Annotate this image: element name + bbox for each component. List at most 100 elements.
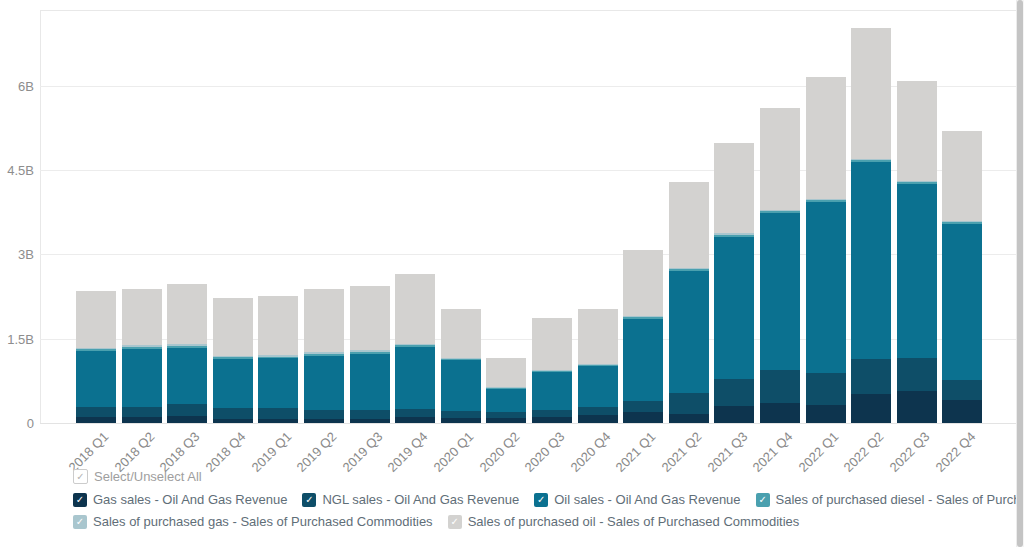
bar-segment[interactable]	[714, 237, 754, 379]
bar-segment[interactable]	[942, 224, 982, 380]
checkbox-icon[interactable]: ✓	[73, 493, 87, 507]
bar-2018-q4[interactable]	[213, 298, 253, 423]
bar-segment[interactable]	[623, 319, 663, 401]
bar-segment[interactable]	[806, 373, 846, 405]
bar-segment[interactable]	[167, 348, 207, 405]
checkbox-icon[interactable]: ✓	[73, 515, 87, 529]
bar-2021-q3[interactable]	[714, 143, 754, 423]
bar-segment[interactable]	[760, 403, 800, 423]
bar-segment[interactable]	[806, 77, 846, 199]
bar-segment[interactable]	[897, 358, 937, 391]
bar-segment[interactable]	[441, 309, 481, 358]
bar-segment[interactable]	[714, 406, 754, 423]
bar-segment[interactable]	[760, 370, 800, 403]
bar-segment[interactable]	[350, 286, 390, 351]
bar-2020-q1[interactable]	[441, 309, 481, 423]
bar-2020-q4[interactable]	[578, 309, 618, 423]
bar-segment[interactable]	[942, 380, 982, 400]
bar-2018-q2[interactable]	[122, 289, 162, 423]
bar-segment[interactable]	[578, 407, 618, 415]
bar-segment[interactable]	[806, 202, 846, 373]
bar-segment[interactable]	[760, 108, 800, 210]
bar-segment[interactable]	[350, 354, 390, 410]
bar-segment[interactable]	[578, 309, 618, 364]
bar-2021-q1[interactable]	[623, 250, 663, 423]
legend-item[interactable]: ✓Sales of purchased diesel - Sales of Pu…	[756, 492, 1024, 507]
bar-segment[interactable]	[76, 291, 116, 348]
checkbox-icon[interactable]: ✓	[73, 469, 88, 484]
bar-2018-q1[interactable]	[76, 291, 116, 423]
bar-segment[interactable]	[213, 359, 253, 409]
bar-segment[interactable]	[669, 393, 709, 414]
bar-segment[interactable]	[167, 416, 207, 423]
legend-item[interactable]: ✓Gas sales - Oil And Gas Revenue	[73, 492, 287, 507]
bar-segment[interactable]	[258, 296, 298, 355]
bar-2020-q2[interactable]	[486, 358, 526, 423]
bar-segment[interactable]	[714, 379, 754, 406]
bar-segment[interactable]	[532, 318, 572, 370]
bar-segment[interactable]	[942, 400, 982, 423]
checkbox-icon[interactable]: ✓	[302, 493, 316, 507]
bar-segment[interactable]	[806, 405, 846, 423]
bar-segment[interactable]	[258, 408, 298, 418]
bar-segment[interactable]	[122, 407, 162, 417]
bar-segment[interactable]	[897, 184, 937, 358]
bar-segment[interactable]	[897, 81, 937, 181]
bar-segment[interactable]	[760, 213, 800, 369]
bar-segment[interactable]	[350, 410, 390, 420]
select-unselect-all-checkbox[interactable]: ✓ Select/Unselect All	[73, 469, 202, 484]
bar-segment[interactable]	[669, 182, 709, 268]
bar-segment[interactable]	[623, 250, 663, 316]
bar-segment[interactable]	[213, 408, 253, 418]
bar-segment[interactable]	[623, 412, 663, 423]
bar-segment[interactable]	[669, 271, 709, 393]
bar-segment[interactable]	[578, 366, 618, 407]
legend-item[interactable]: ✓Sales of purchased gas - Sales of Purch…	[73, 514, 433, 529]
bar-segment[interactable]	[304, 289, 344, 352]
bar-segment[interactable]	[122, 349, 162, 408]
bar-2020-q3[interactable]	[532, 318, 572, 423]
bar-segment[interactable]	[851, 28, 891, 159]
bar-segment[interactable]	[669, 414, 709, 423]
bar-2019-q4[interactable]	[395, 274, 435, 423]
checkbox-icon[interactable]: ✓	[448, 515, 462, 529]
bar-segment[interactable]	[167, 284, 207, 344]
bar-segment[interactable]	[395, 347, 435, 409]
bar-segment[interactable]	[441, 411, 481, 418]
bar-segment[interactable]	[486, 389, 526, 412]
bar-segment[interactable]	[578, 415, 618, 423]
bar-segment[interactable]	[851, 394, 891, 423]
bar-segment[interactable]	[623, 401, 663, 412]
checkbox-icon[interactable]: ✓	[756, 493, 770, 507]
bar-segment[interactable]	[122, 289, 162, 346]
bar-2021-q4[interactable]	[760, 108, 800, 423]
bar-segment[interactable]	[304, 410, 344, 419]
bar-2022-q4[interactable]	[942, 131, 982, 423]
bar-segment[interactable]	[395, 274, 435, 344]
bar-segment[interactable]	[213, 298, 253, 355]
bar-2022-q2[interactable]	[851, 28, 891, 423]
bar-segment[interactable]	[897, 391, 937, 423]
legend-item[interactable]: ✓Oil sales - Oil And Gas Revenue	[534, 492, 740, 507]
bar-2019-q3[interactable]	[350, 286, 390, 423]
checkbox-icon[interactable]: ✓	[534, 493, 548, 507]
bar-segment[interactable]	[441, 360, 481, 411]
legend-item[interactable]: ✓Sales of purchased oil - Sales of Purch…	[448, 514, 800, 529]
scrollbar[interactable]	[1016, 0, 1024, 547]
bar-segment[interactable]	[714, 143, 754, 234]
bar-segment[interactable]	[486, 358, 526, 387]
bar-segment[interactable]	[532, 372, 572, 410]
bar-segment[interactable]	[76, 407, 116, 417]
bar-2021-q2[interactable]	[669, 182, 709, 423]
bar-segment[interactable]	[258, 358, 298, 408]
bar-2019-q1[interactable]	[258, 296, 298, 423]
bar-2019-q2[interactable]	[304, 289, 344, 423]
bar-segment[interactable]	[304, 356, 344, 411]
scrollbar-thumb[interactable]	[1017, 0, 1023, 547]
bar-2018-q3[interactable]	[167, 284, 207, 423]
bar-segment[interactable]	[395, 409, 435, 417]
bar-segment[interactable]	[76, 351, 116, 407]
bar-segment[interactable]	[851, 359, 891, 394]
bar-2022-q3[interactable]	[897, 81, 937, 423]
bar-segment[interactable]	[167, 404, 207, 415]
